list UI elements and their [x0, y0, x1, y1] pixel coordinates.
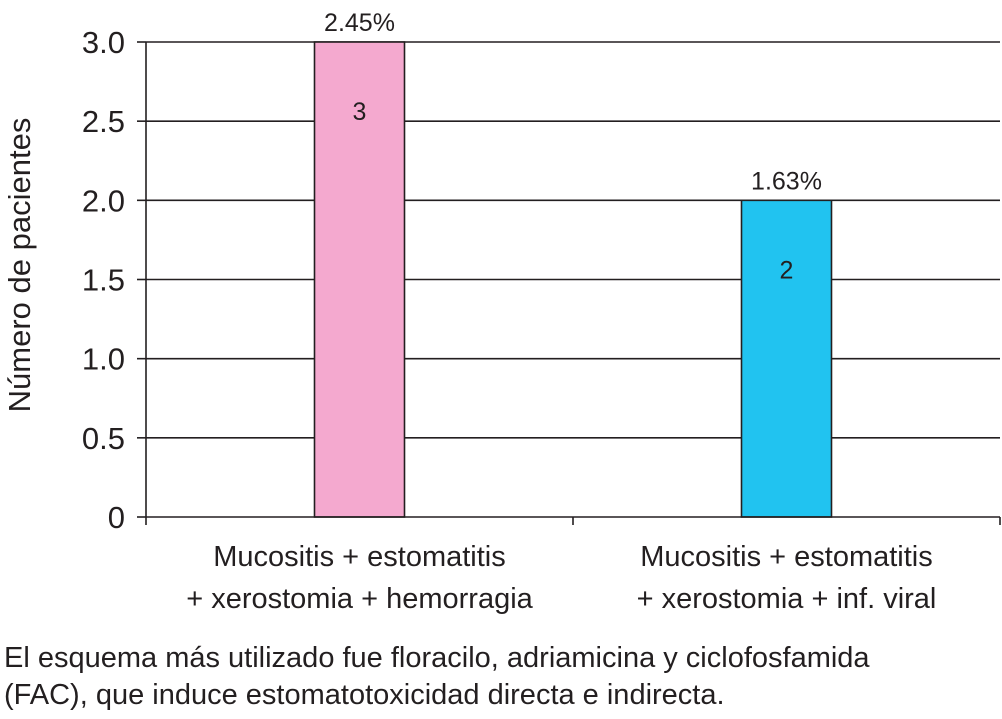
y-tick-label: 3.0 — [82, 25, 125, 60]
axes — [137, 41, 1001, 525]
y-tick-label: 1.5 — [82, 263, 125, 298]
bar — [740, 199, 833, 518]
labels: 0 0.5 1.0 1.5 2.0 2.5 3.0 3 2.45% Mucositis + est… — [82, 9, 937, 615]
x-category-label: Mucositis + estomatitis — [213, 541, 506, 573]
y-tick-label: 2.5 — [82, 104, 125, 139]
bar-percent-label: 1.63% — [751, 167, 822, 195]
x-category-label: Mucositis + estomatitis — [640, 541, 933, 573]
bar-chart: 0 0.5 1.0 1.5 2.0 2.5 3.0 3 2.45% Mucositis + est… — [2, 9, 1001, 615]
y-tick-label: 0.5 — [82, 421, 125, 456]
caption-line-1: El esquema más utilizado fue floracilo, … — [4, 642, 870, 674]
bars — [313, 41, 833, 518]
y-tick-label: 0 — [108, 500, 125, 535]
x-category-label: + xerostomia + hemorragia — [186, 583, 533, 615]
y-tick-label: 2.0 — [82, 183, 125, 218]
x-category-label: + xerostomia + inf. viral — [637, 583, 937, 615]
y-axis-label: Número de pacientes — [2, 118, 37, 413]
caption-line-2: (FAC), que induce estomatotoxicidad dire… — [4, 679, 725, 711]
figure-caption: El esquema más utilizado fue floracilo, … — [4, 640, 1000, 714]
y-tick-label: 1.0 — [82, 342, 125, 377]
bar-value-label: 3 — [353, 98, 367, 126]
bar-value-label: 2 — [780, 256, 794, 284]
bar-percent-label: 2.45% — [324, 9, 395, 37]
gridlines — [146, 41, 1000, 439]
